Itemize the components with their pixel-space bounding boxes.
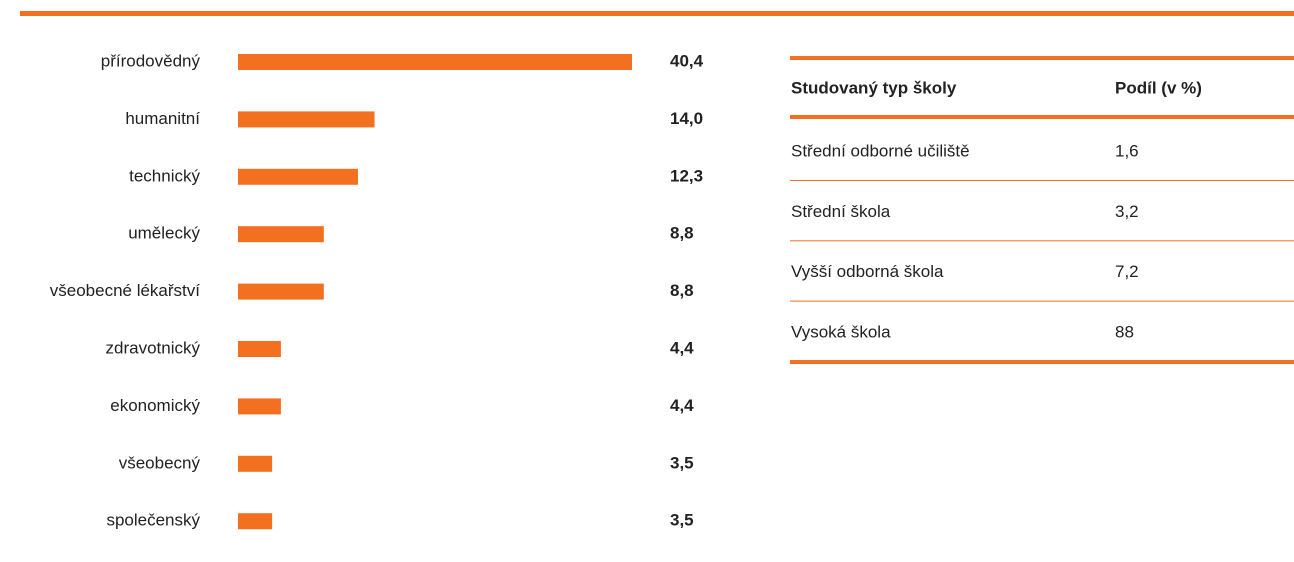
category-label: přírodovědný [101,51,201,70]
table-header: Studovaný typ školy [791,78,957,97]
value-label: 40,4 [670,51,704,70]
category-label: ekonomický [110,396,200,415]
category-label: zdravotnický [106,338,201,357]
bar [238,54,632,70]
value-label: 3,5 [670,453,694,472]
row-divider [790,240,1294,242]
row-divider [790,300,1294,302]
category-label: technický [129,166,200,185]
value-label: 4,4 [670,338,694,357]
table-cell: Vysoká škola [791,322,891,341]
value-label: 3,5 [670,511,694,530]
value-label: 8,8 [670,281,694,300]
value-label: 8,8 [670,224,694,243]
row-divider [790,180,1294,181]
table-rule [790,56,1294,60]
table-header: Podíl (v %) [1115,78,1202,97]
table-cell: Střední škola [791,202,891,221]
bar [238,455,273,472]
bar [238,168,358,185]
table-cell: 7,2 [1115,262,1139,281]
value-label: 14,0 [670,109,703,128]
bar [238,341,281,357]
table-cell: Vyšší odborná škola [791,262,944,281]
table-cell: 88 [1115,322,1134,341]
table-cell: Střední odborné učiliště [791,141,970,160]
category-label: všeobecný [119,453,201,472]
bar [238,111,375,128]
bar [238,398,281,415]
category-label: umělecký [128,224,200,243]
table-cell: 1,6 [1115,141,1139,160]
bar [238,513,273,530]
category-label: všeobecné lékařství [50,281,201,300]
value-label: 4,4 [670,396,694,415]
table-rule [790,115,1294,119]
value-label: 12,3 [670,166,703,185]
bar [238,283,324,300]
table-cell: 3,2 [1115,202,1139,221]
bar [238,226,324,243]
table-rule [790,360,1294,364]
category-label: humanitní [125,109,200,128]
top-rule [20,11,1294,16]
category-label: společenský [106,511,200,530]
